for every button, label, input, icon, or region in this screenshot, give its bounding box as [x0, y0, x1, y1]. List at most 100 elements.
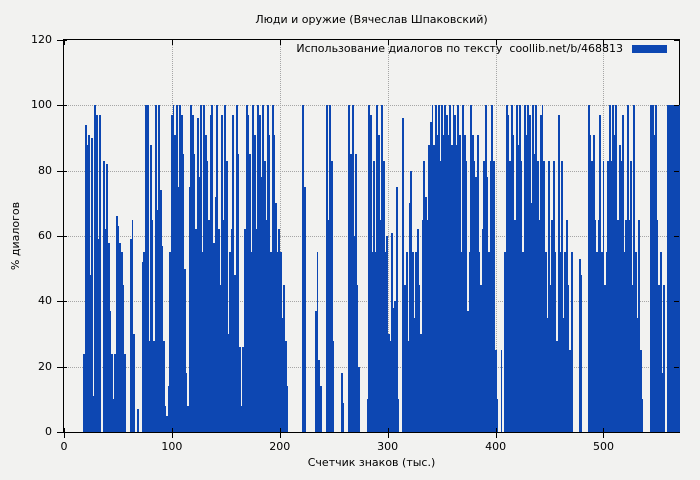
- bar: [480, 285, 482, 432]
- bar: [523, 105, 526, 432]
- bar: [325, 105, 328, 432]
- bar: [169, 252, 172, 432]
- bar: [596, 252, 598, 432]
- bar: [676, 105, 679, 432]
- bar: [167, 386, 170, 432]
- bar: [232, 115, 235, 432]
- bar: [493, 160, 495, 432]
- bar: [172, 105, 175, 432]
- bar: [402, 118, 405, 432]
- bar: [602, 160, 605, 432]
- bar: [366, 399, 369, 432]
- bar: [329, 105, 331, 432]
- bar: [512, 134, 515, 432]
- bar: [607, 160, 610, 432]
- bar: [191, 115, 194, 432]
- bar: [229, 252, 232, 432]
- bar: [278, 229, 281, 432]
- bar: [97, 239, 100, 432]
- bar: [381, 105, 384, 432]
- bar: [589, 134, 592, 432]
- bar: [615, 105, 618, 432]
- bar: [389, 340, 392, 432]
- bar: [413, 317, 416, 432]
- bar: [505, 105, 508, 432]
- y-tick-mark: [57, 301, 67, 303]
- bar: [484, 105, 487, 432]
- x-tick-mark: [603, 428, 605, 438]
- bar: [268, 134, 271, 432]
- bar: [556, 340, 559, 432]
- bar: [557, 115, 560, 432]
- x-tick-mark-top: [603, 40, 605, 45]
- bar: [462, 105, 465, 432]
- y-tick-label: 40: [38, 294, 52, 308]
- bar: [330, 160, 333, 432]
- bar: [387, 334, 390, 432]
- y-tick-mark: [57, 105, 67, 107]
- bar: [674, 105, 677, 432]
- bar: [639, 350, 642, 432]
- bar: [463, 134, 466, 432]
- bar: [302, 105, 304, 432]
- bar: [358, 366, 361, 432]
- bar: [613, 134, 616, 432]
- bar: [565, 219, 568, 432]
- bar: [286, 386, 289, 432]
- bar: [156, 209, 159, 432]
- bar: [102, 160, 105, 432]
- x-tick-mark: [387, 428, 389, 438]
- bar: [531, 105, 534, 432]
- bar: [227, 334, 230, 432]
- chart-title: Люди и оружие (Вячеслав Шпаковский): [255, 13, 488, 26]
- bar: [673, 105, 676, 432]
- bar: [91, 138, 93, 432]
- bar: [649, 105, 652, 432]
- bar: [678, 105, 680, 432]
- bar: [170, 115, 173, 432]
- bar: [507, 115, 510, 432]
- bar: [569, 350, 571, 432]
- bar: [621, 115, 624, 432]
- bar: [109, 311, 112, 432]
- bar: [408, 203, 411, 432]
- bar: [560, 160, 563, 432]
- bar: [599, 115, 602, 432]
- bar: [225, 160, 228, 432]
- bar: [221, 115, 223, 432]
- bar: [405, 252, 408, 432]
- bar: [442, 134, 445, 432]
- bar: [204, 134, 207, 432]
- bar: [515, 105, 518, 432]
- bar: [641, 399, 644, 432]
- bar: [528, 115, 531, 432]
- y-tick-mark: [57, 170, 67, 172]
- bar: [350, 154, 352, 432]
- bar: [552, 160, 555, 432]
- bar: [452, 105, 455, 432]
- y-tick-label: 0: [45, 425, 52, 438]
- bar: [656, 219, 659, 432]
- y-tick-label: 120: [31, 33, 52, 46]
- bar: [209, 115, 212, 432]
- bar: [412, 252, 414, 432]
- bar: [166, 415, 168, 432]
- bar: [266, 105, 269, 432]
- bar: [201, 252, 204, 432]
- bar: [190, 105, 193, 432]
- bar: [554, 252, 557, 432]
- x-tick-label: 400: [485, 440, 507, 453]
- bar: [544, 252, 547, 432]
- bar: [551, 219, 554, 432]
- bar: [161, 245, 164, 432]
- bar: [234, 275, 236, 432]
- bar: [470, 105, 473, 432]
- bar: [94, 105, 97, 432]
- bar: [214, 196, 217, 432]
- bar: [129, 239, 132, 432]
- bar: [131, 219, 134, 432]
- bar: [564, 252, 567, 432]
- bar: [376, 105, 379, 432]
- y-tick-mark-right: [674, 366, 679, 368]
- x-tick-mark: [171, 428, 173, 438]
